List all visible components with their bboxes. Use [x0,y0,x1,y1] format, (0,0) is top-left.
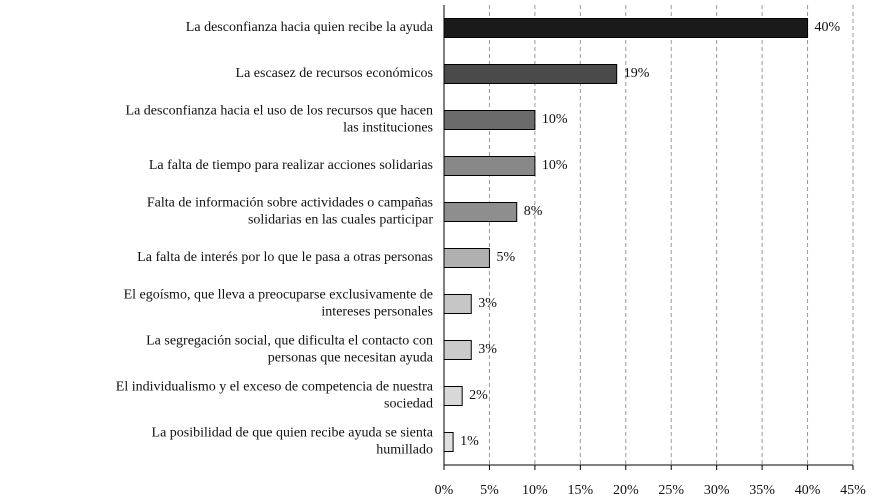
x-tick-label: 20% [613,483,639,498]
bar [443,18,809,38]
category-label: La falta de interés por lo que le pasa a… [137,250,433,265]
x-tick-label: 25% [658,483,684,498]
category-label: La escasez de recursos económicos [236,66,433,81]
bar [443,64,618,84]
x-tick-label: 10% [522,483,548,498]
category-label: La posibilidad de que quien recibe ayuda… [152,426,434,458]
category-label: La segregación social, que dificulta el … [146,334,434,366]
x-tick-label: 0% [435,483,454,498]
x-tick-label: 15% [567,483,593,498]
bar [443,156,536,176]
value-label: 3% [478,296,497,311]
value-label: 2% [469,388,488,403]
category-label: El egoísmo, que lleva a preocuparse excl… [124,288,433,320]
value-label: 10% [542,112,568,127]
x-tick-label: 40% [795,483,821,498]
bar [443,202,518,222]
category-label: La desconfianza hacia el uso de los recu… [126,104,433,136]
category-label: Falta de información sobre actividades o… [147,196,433,228]
value-label: 40% [815,20,841,35]
bar [443,294,472,314]
value-label: 3% [478,342,497,357]
bar [443,432,454,452]
bar [443,386,463,406]
x-tick-label: 30% [704,483,730,498]
x-tick-label: 5% [480,483,499,498]
bar [443,248,490,268]
x-tick-label: 35% [749,483,775,498]
value-label: 10% [542,158,568,173]
category-label: La desconfianza hacia quien recibe la ay… [186,20,434,35]
x-tick-label: 45% [840,483,866,498]
bar [443,110,536,130]
value-label: 19% [624,66,650,81]
category-label: El individualismo y el exceso de compete… [116,380,434,412]
category-label: La falta de tiempo para realizar accione… [149,158,433,173]
value-label: 8% [524,204,543,219]
value-label: 5% [496,250,515,265]
bar [443,340,472,360]
value-label: 1% [460,434,479,449]
